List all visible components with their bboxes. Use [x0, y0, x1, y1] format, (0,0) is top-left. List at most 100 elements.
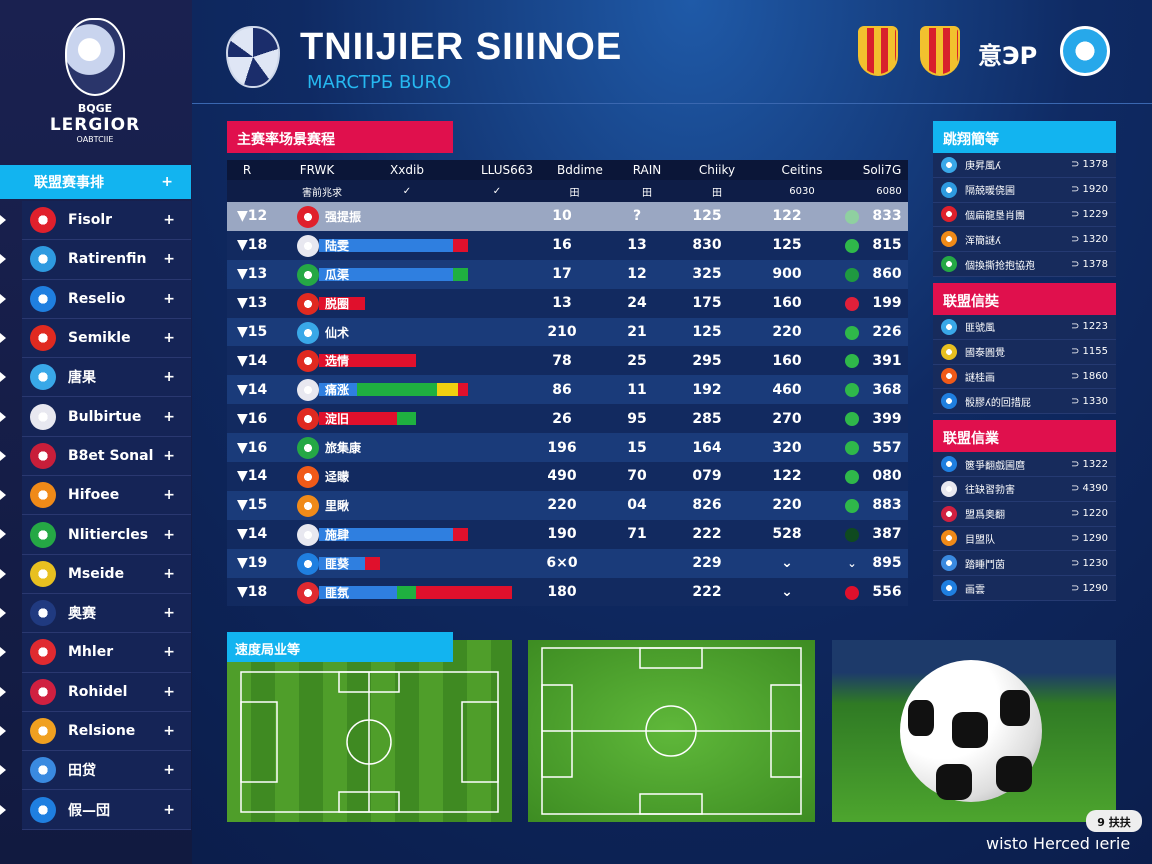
subheader-cell: 6030 [789, 185, 815, 197]
team-logo-icon [297, 379, 319, 402]
ranking-item[interactable]: 匪號風 ⊃ 1223 [933, 314, 1116, 340]
club-crest-icon[interactable] [920, 26, 960, 76]
table-row[interactable]: ▼12 强提振 10? 125 122 833 [227, 202, 908, 231]
stat-cell: 460 [772, 381, 802, 398]
team-flag-icon [30, 442, 56, 469]
ranking-item[interactable]: 目盟队 ⊃ 1290 [933, 526, 1116, 552]
status-icon [845, 238, 859, 253]
team-name: 强提振 [325, 209, 362, 224]
column-header[interactable]: Chiiky [698, 163, 736, 177]
table-row[interactable]: ▼13 瓜渠 17 12 325 900 860 [227, 259, 908, 289]
team-name: 淀旧 [325, 412, 350, 427]
sidebar-item[interactable]: Relsione + [22, 711, 191, 752]
table-row[interactable]: ▼14 选情 78 25 295 160 391 [227, 346, 908, 376]
ranking-item[interactable]: 踏睡鬥茵 ⊃ 1230 [933, 551, 1116, 577]
chevron-right-icon [0, 293, 8, 304]
sidebar-item-label: Rohidel [68, 683, 128, 700]
column-header[interactable]: Xxdib [390, 163, 424, 177]
column-header[interactable]: R [242, 163, 252, 177]
chevron-right-icon [0, 608, 8, 618]
sidebar-item[interactable]: Fisolr + [22, 201, 191, 241]
sidebar-item[interactable]: Mhler + [22, 633, 191, 673]
team-flag-icon [30, 521, 56, 548]
sidebar-item[interactable]: Mseide + [22, 554, 191, 594]
stat-cell: 285 [692, 410, 722, 427]
chevron-right-icon [0, 725, 8, 736]
ranking-item[interactable]: 盟爲奥翻 ⊃ 1220 [933, 501, 1116, 527]
sidebar-item-label: 唐果 [68, 370, 96, 387]
soccer-ball-icon[interactable] [1060, 26, 1110, 76]
sidebar-item[interactable]: Nlitiercles + [22, 515, 191, 555]
team-flag-icon [30, 560, 56, 587]
sidebar-item-label: 假—団 [68, 802, 110, 819]
sidebar-item[interactable]: Ratirenfin + [22, 240, 191, 280]
sidebar-header[interactable]: 联盟赛事排 + [0, 165, 191, 199]
stat-cell: 13 [552, 295, 572, 312]
stat-cell: 490 [547, 468, 577, 485]
sidebar-item[interactable]: Semikle + [22, 318, 191, 359]
ranking-name: 謎桂画 [965, 372, 995, 384]
sidebar-item[interactable]: 假—団 + [22, 790, 191, 830]
table-row[interactable]: ▼18 匪氛 180 222 ⌄ 556 [227, 577, 908, 607]
sidebar-item-label: Ratirenfin [68, 251, 147, 268]
table-row[interactable]: ▼14 痛涨 86 11 192 460 368 [227, 375, 908, 405]
plus-icon: + [163, 801, 175, 818]
sidebar-item[interactable]: Reselio + [22, 279, 191, 319]
stat-cell: 125 [772, 237, 802, 254]
ranking-item[interactable]: 画雲 ⊃ 1290 [933, 576, 1116, 601]
column-header[interactable]: Ceitins [781, 163, 823, 177]
ranking-value: ⊃ 1220 [1070, 508, 1108, 520]
ranking-item[interactable]: 國泰圓覺 ⊃ 1155 [933, 339, 1116, 365]
sidebar-item[interactable]: Rohidel + [22, 672, 191, 712]
column-header[interactable]: FRWK [299, 163, 335, 177]
sidebar-item[interactable]: B8et Sonal + [22, 436, 191, 477]
ranking-item[interactable]: 隔兢暖侥圃 ⊃ 1920 [933, 177, 1116, 203]
stat-cell: 199 [872, 295, 902, 312]
column-header[interactable]: Soli7G [862, 163, 902, 177]
table-row[interactable]: ▼16 旅集康 196 15 164 320 557 [227, 433, 908, 463]
ranking-item[interactable]: 篋爭翻戲圃麿 ⊃ 1322 [933, 452, 1116, 477]
status-icon [845, 210, 859, 224]
column-header[interactable]: Bddime [557, 163, 603, 177]
sidebar-item[interactable]: Bulbirtue + [22, 397, 191, 437]
stat-cell: 399 [872, 410, 902, 427]
stat-cell: 220 [772, 324, 802, 340]
team-bar [319, 412, 529, 426]
ranking-item[interactable]: 庚昇風ʎ ⊃ 1378 [933, 153, 1116, 178]
team-logo-icon [941, 318, 957, 335]
team-bar [319, 267, 529, 281]
column-header[interactable]: RAIN [632, 163, 662, 177]
ranking-item[interactable]: 骰膠ʎ的回措屁 ⊃ 1330 [933, 389, 1116, 415]
ranking-value: ⊃ 1223 [1070, 321, 1108, 333]
team-bar [319, 296, 529, 310]
team-name: 迳矇 [325, 469, 350, 484]
club-crest-icon[interactable] [858, 26, 898, 76]
ranking-name: 浑簡謎ʎ [965, 235, 1001, 247]
table-subheader: 害前兆求 ✓ ✓ 田 田 田 6030 6080 [227, 180, 908, 202]
rank-cell: ▼14 [237, 526, 268, 543]
table-row[interactable]: ▼13 脱圈 13 24 175 160 199 [227, 288, 908, 318]
ranking-name: 盟爲奥翻 [965, 510, 1005, 522]
sidebar-item[interactable]: 田贷 + [22, 751, 191, 791]
team-logo-icon [297, 552, 319, 575]
ranking-item[interactable]: 個換撕抢抱協孢 ⊃ 1378 [933, 252, 1116, 277]
table-row[interactable]: ▼16 淀旧 26 95 285 270 399 [227, 404, 908, 434]
table-row[interactable]: ▼15 仙术 210 21 125 220 226 [227, 317, 908, 347]
ranking-item[interactable]: 個扁龍垦肖團 ⊃ 1229 [933, 202, 1116, 228]
sidebar-item[interactable]: Hifoee + [22, 476, 191, 516]
table-row[interactable]: ▼14 施肆 190 71 222 528 387 [227, 519, 908, 549]
bar-segment [319, 296, 366, 310]
table-row[interactable]: ▼18 陆雯 16 13 830 125 815 [227, 230, 908, 260]
table-row[interactable]: ▼14 迳矇 490 70 079 122 080 [227, 462, 908, 491]
section-header: 联盟信奘 [933, 282, 1116, 315]
column-header[interactable]: LLUS663 [480, 163, 534, 177]
ranking-item[interactable]: 浑簡謎ʎ ⊃ 1320 [933, 227, 1116, 253]
table-row[interactable]: ▼15 里瞅 220 04 826 220 883 [227, 490, 908, 520]
ranking-item[interactable]: 往缺習勃害 ⊃ 4390 [933, 476, 1116, 502]
ranking-item[interactable]: 謎桂画 ⊃ 1860 [933, 364, 1116, 390]
stat-cell: 196 [547, 439, 577, 456]
sidebar-item[interactable]: 唐果 + [22, 358, 191, 398]
stat-cell: 830 [692, 237, 722, 254]
sidebar-item[interactable]: 奥赛 + [22, 593, 191, 634]
table-row[interactable]: ▼19 匪葵 6×0 229 ⌄ 895 ⌄ [227, 548, 908, 578]
